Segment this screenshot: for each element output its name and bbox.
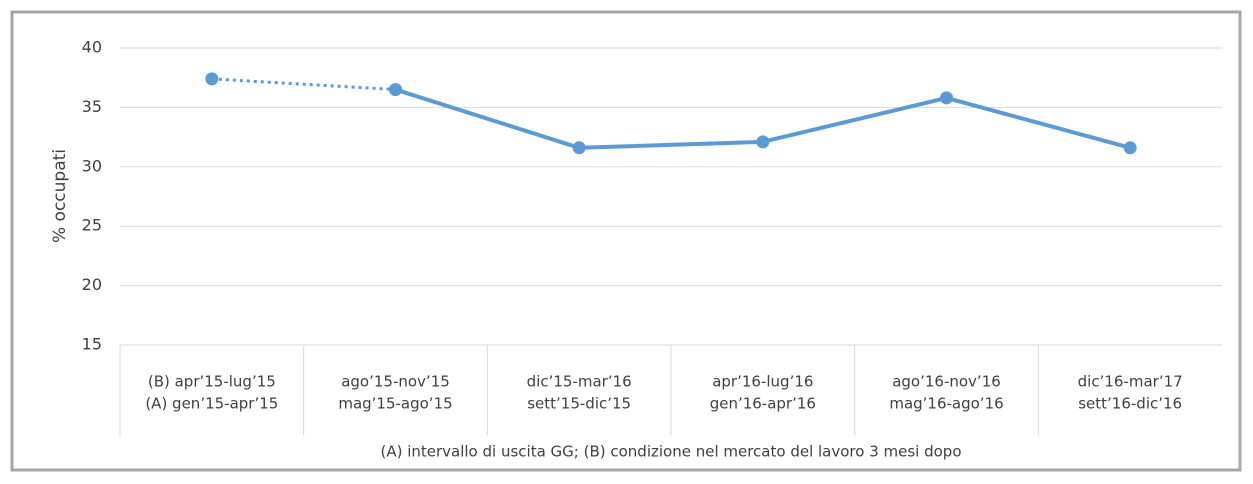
x-tick-label: (B) apr’15-lug’15 bbox=[148, 373, 276, 391]
data-point bbox=[572, 141, 586, 155]
x-tick-label: gen’16-apr’16 bbox=[710, 395, 816, 413]
series-line bbox=[211, 77, 396, 92]
x-axis-title: (A) intervallo di uscita GG; (B) condizi… bbox=[380, 443, 961, 461]
data-point bbox=[205, 72, 219, 86]
y-tick-label: 35 bbox=[82, 97, 102, 116]
x-tick-label: apr’16-lug’16 bbox=[712, 373, 813, 391]
data-point bbox=[1123, 141, 1137, 155]
y-tick-label: 15 bbox=[82, 335, 102, 354]
x-tick-label: ago’15-nov’15 bbox=[341, 373, 450, 391]
y-tick-label: 30 bbox=[82, 156, 102, 175]
data-point bbox=[389, 83, 402, 97]
x-tick-label: ago’16-nov’16 bbox=[892, 373, 1001, 391]
chart-frame bbox=[10, 10, 1242, 472]
y-tick-label: 25 bbox=[82, 216, 102, 235]
y-tick-label: 40 bbox=[82, 38, 102, 57]
data-point bbox=[940, 91, 953, 105]
x-tick-label: sett’16-dic’16 bbox=[1078, 395, 1182, 413]
x-tick-label: (A) gen’15-apr’15 bbox=[145, 395, 278, 413]
x-tick-label: mag’15-ago’15 bbox=[338, 395, 452, 413]
x-tick-label: sett’15-dic’15 bbox=[527, 395, 631, 413]
x-tick-label: dic’16-mar’17 bbox=[1078, 373, 1183, 391]
y-tick-label: 20 bbox=[82, 275, 102, 294]
y-axis-title: % occupati bbox=[50, 149, 70, 243]
x-tick-label: mag’16-ago’16 bbox=[889, 395, 1003, 413]
x-tick-label: dic’15-mar’16 bbox=[527, 373, 632, 391]
data-point bbox=[756, 135, 770, 149]
